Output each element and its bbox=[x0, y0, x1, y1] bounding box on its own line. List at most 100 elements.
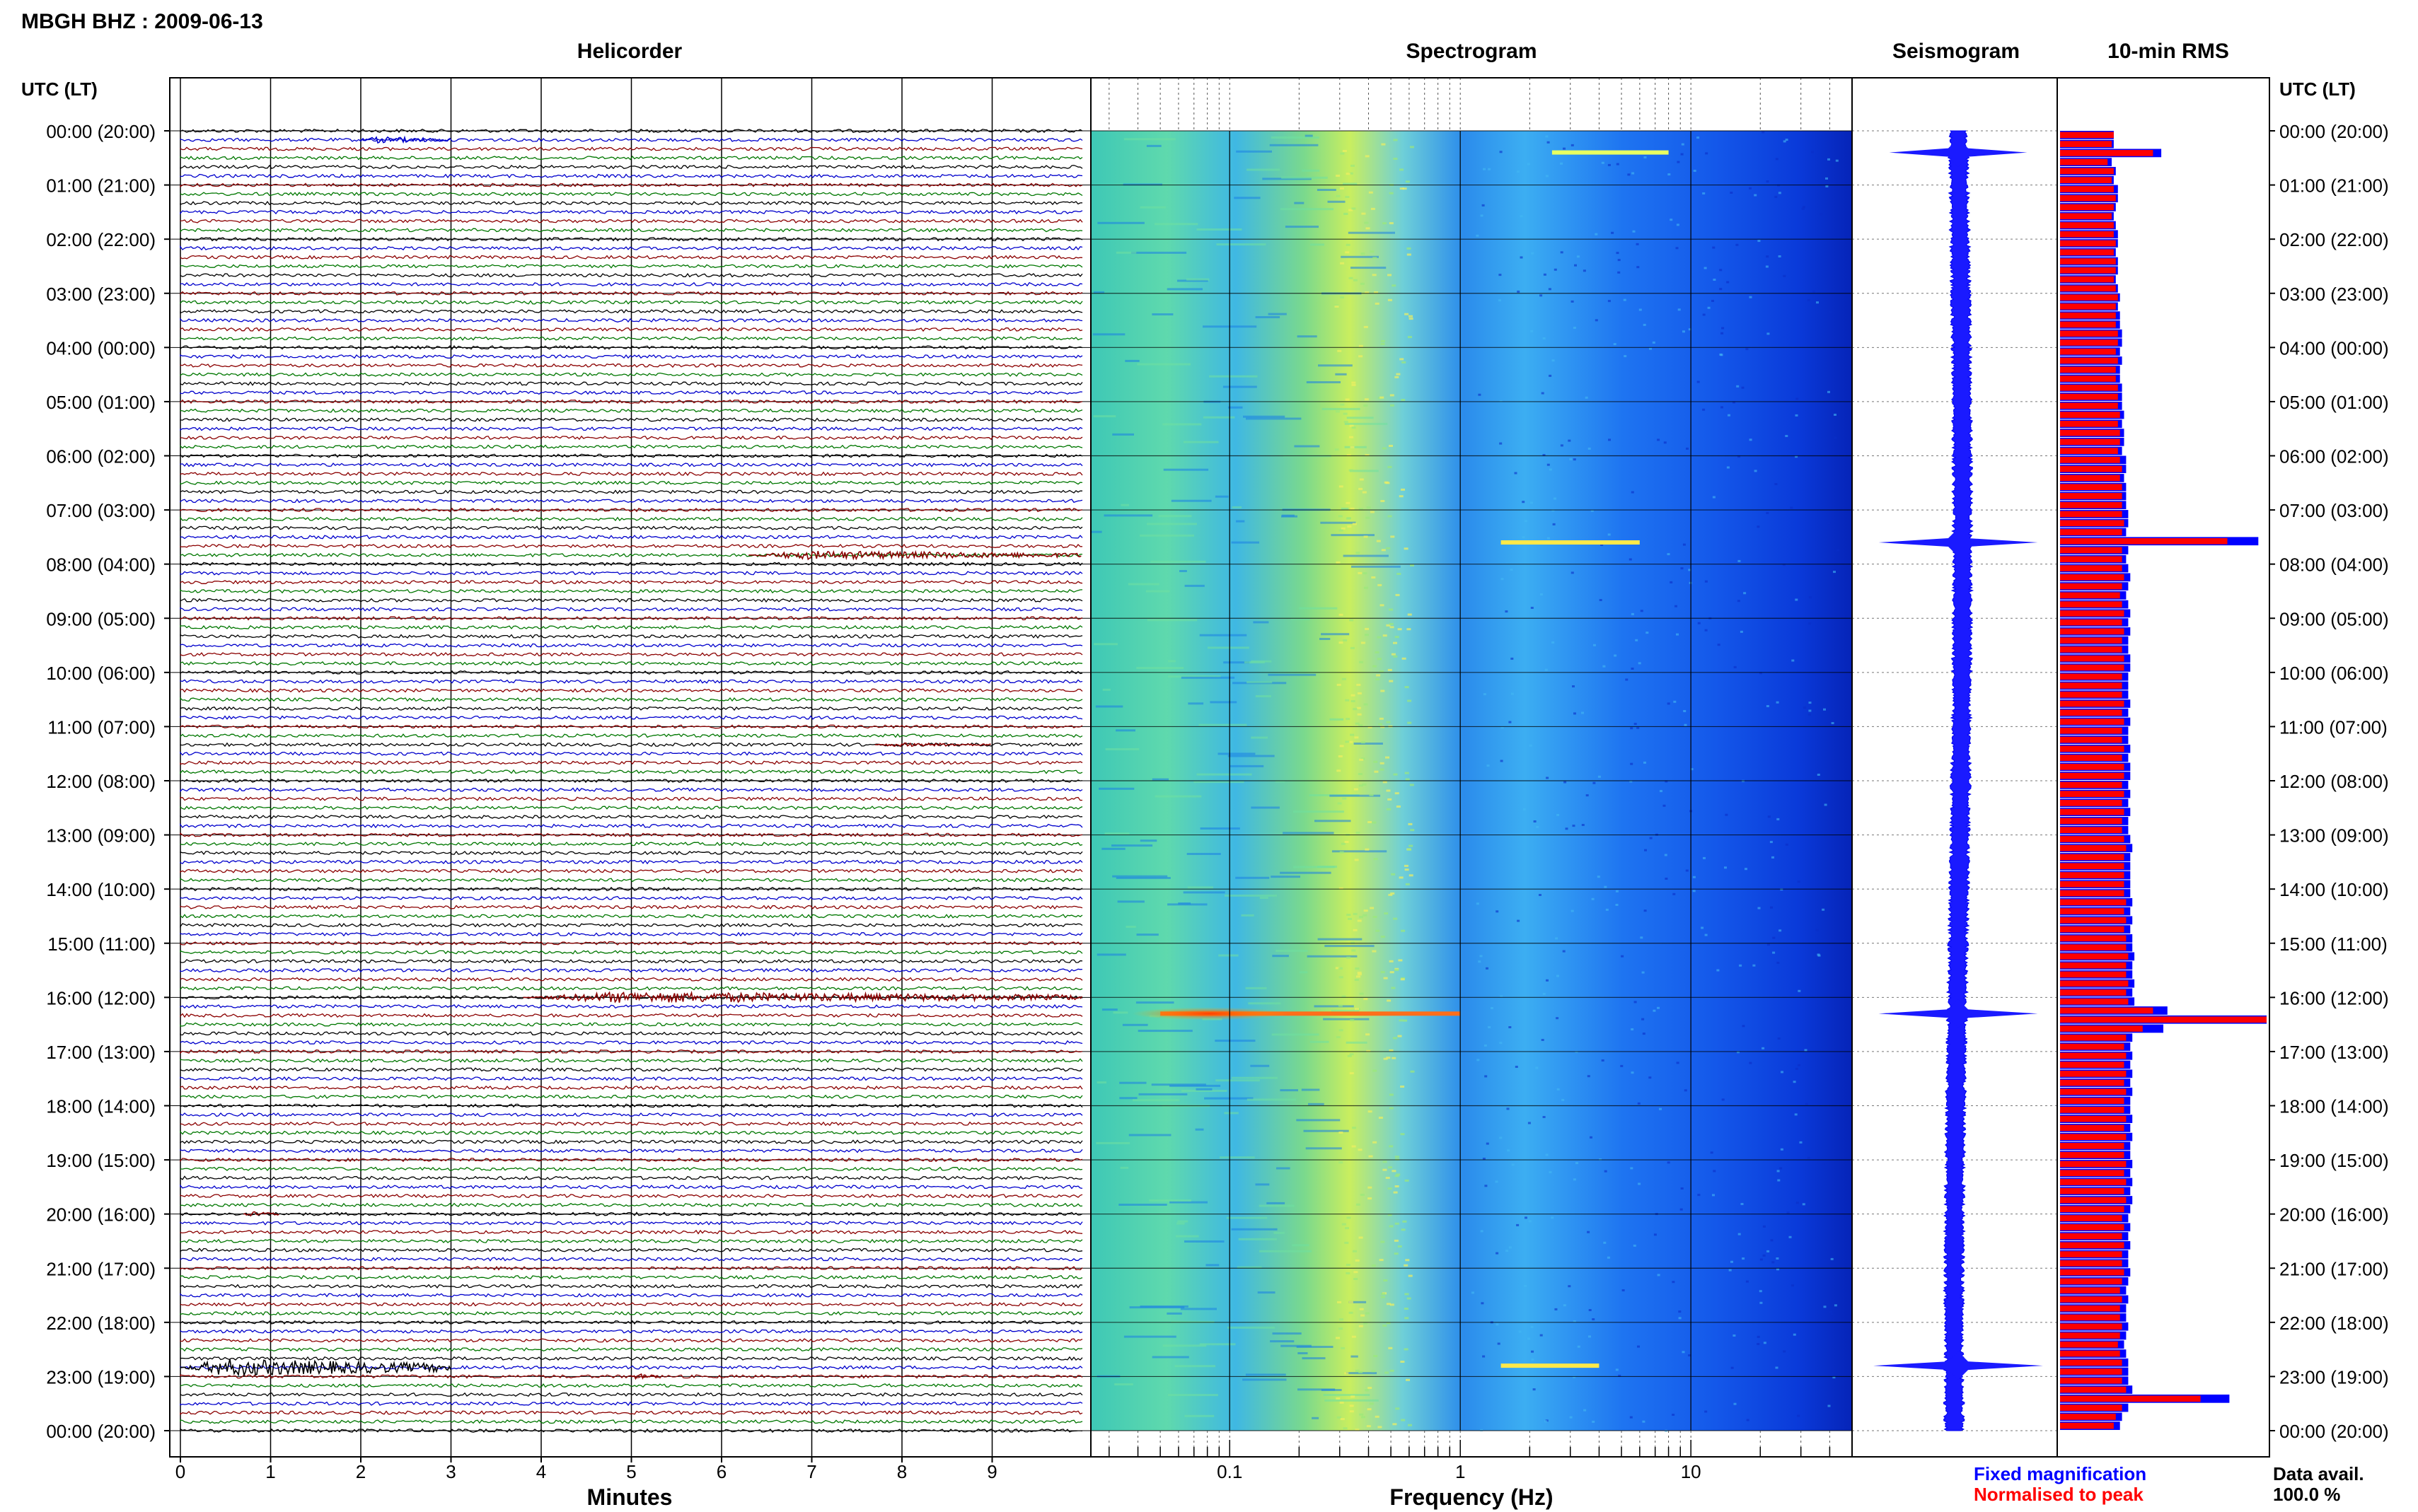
spectrogram-streak bbox=[1347, 1054, 1352, 1057]
spectrogram-streak bbox=[1657, 438, 1660, 441]
helicorder-trace bbox=[180, 634, 1083, 639]
spectrogram-streak bbox=[1693, 170, 1696, 172]
helicorder-trace bbox=[180, 272, 1083, 278]
helicorder-trace bbox=[180, 931, 1083, 937]
spectrogram-streak bbox=[1341, 678, 1346, 680]
spectrogram-streak bbox=[1097, 221, 1145, 224]
spectrogram-streak bbox=[1310, 243, 1324, 246]
spectrogram-streak bbox=[1389, 1369, 1394, 1372]
rms-bar-normalised bbox=[2060, 592, 2120, 599]
spectrogram-streak bbox=[1351, 207, 1356, 210]
spectrogram-streak bbox=[1500, 578, 1504, 581]
spectrogram-streak bbox=[1372, 1069, 1377, 1072]
spectrogram-streak bbox=[1193, 781, 1244, 784]
spectrogram-streak bbox=[1195, 1128, 1204, 1131]
time-tick-label: 18:00 (14:00) bbox=[2279, 1096, 2389, 1117]
spectrogram-streak bbox=[1366, 1425, 1371, 1428]
spectrogram-streak bbox=[1367, 1186, 1372, 1189]
helicorder-trace bbox=[180, 417, 1083, 422]
spectrogram-streak bbox=[1393, 641, 1397, 644]
rms-bar-normalised bbox=[2060, 1251, 2122, 1257]
spectrogram-streak bbox=[1665, 780, 1668, 783]
rms-bar-normalised bbox=[2060, 944, 2127, 950]
spectrogram-streak bbox=[1363, 909, 1368, 912]
time-tick-label: 09:00 (05:00) bbox=[2279, 608, 2389, 629]
rms-bar-normalised bbox=[2060, 1296, 2122, 1303]
spectrogram-streak bbox=[1786, 1211, 1790, 1214]
spectrogram-streak bbox=[1746, 1419, 1749, 1421]
spectrogram-streak bbox=[1346, 1216, 1351, 1219]
spectrogram-streak bbox=[1380, 971, 1385, 974]
spectrogram-streak bbox=[1704, 629, 1708, 632]
spectrogram-streak bbox=[1168, 660, 1176, 663]
rms-bar-normalised bbox=[2060, 673, 2122, 680]
spectrogram-streak bbox=[1354, 859, 1359, 861]
time-tick-label: 17:00 (13:00) bbox=[2279, 1042, 2389, 1063]
time-tick-label: 20:00 (16:00) bbox=[46, 1204, 156, 1226]
spectrogram-streak bbox=[1543, 273, 1546, 276]
spectrogram-streak bbox=[1531, 1359, 1534, 1361]
helicorder-trace bbox=[180, 228, 1083, 233]
spectrogram-streak bbox=[1137, 363, 1191, 366]
spectrogram-streak bbox=[1177, 1220, 1188, 1223]
spectrogram-streak bbox=[1104, 514, 1153, 517]
spectrogram-streak bbox=[1545, 135, 1549, 138]
spectrogram-streak bbox=[1394, 969, 1399, 972]
rms-bar-normalised bbox=[2060, 150, 2153, 156]
spectrogram-streak bbox=[1382, 634, 1387, 637]
spectrogram-streak bbox=[1830, 1313, 1834, 1315]
spectrogram-streak bbox=[1344, 1241, 1349, 1244]
spectrogram-streak bbox=[1245, 1373, 1286, 1376]
spectrogram-streak bbox=[1675, 247, 1679, 250]
time-axis-right: 00:00 (20:00)01:00 (21:00)02:00 (22:00)0… bbox=[2269, 121, 2389, 1442]
spectrogram-streak bbox=[1712, 246, 1716, 249]
spectrogram-streak bbox=[1825, 177, 1828, 180]
spectrogram-streak bbox=[1389, 1303, 1394, 1306]
spectrogram-streak bbox=[1389, 622, 1394, 625]
spectrogram-streak bbox=[1766, 255, 1769, 258]
spectrogram-streak bbox=[1390, 535, 1395, 538]
spectrogram-streak bbox=[1118, 1204, 1167, 1206]
spectrogram-streak bbox=[1831, 722, 1834, 724]
time-tick-label: 22:00 (18:00) bbox=[2279, 1313, 2389, 1334]
spectrogram-streak bbox=[1542, 992, 1546, 995]
spectrogram-streak bbox=[1529, 744, 1532, 747]
spectrogram-streak bbox=[1401, 1228, 1406, 1231]
spectrogram-streak bbox=[1234, 197, 1261, 199]
time-tick-label: 04:00 (00:00) bbox=[2279, 337, 2389, 359]
spectrogram-streak bbox=[1737, 1233, 1741, 1235]
spectrogram-streak bbox=[1360, 282, 1365, 285]
spectrogram-streak bbox=[1323, 1394, 1370, 1396]
rms-bar-normalised bbox=[2060, 1386, 2127, 1393]
spectrogram-streak bbox=[1358, 1371, 1363, 1373]
rms-bar-normalised bbox=[2060, 285, 2116, 292]
spectrogram-streak bbox=[1346, 718, 1350, 721]
spectrogram-streak bbox=[1359, 1308, 1364, 1310]
spectrogram-streak bbox=[1712, 1194, 1715, 1197]
spectrogram-streak bbox=[1522, 808, 1526, 810]
spectrogram-streak bbox=[1162, 423, 1202, 426]
spectrogram-streak bbox=[1733, 1402, 1737, 1405]
spectrogram-streak bbox=[1393, 773, 1398, 776]
spectrogram-streak bbox=[1379, 717, 1384, 720]
spectrogram-streak bbox=[1616, 163, 1619, 165]
rms-bar-normalised bbox=[2060, 736, 2122, 743]
spectrogram-streak bbox=[1342, 150, 1347, 152]
spectrogram-streak bbox=[1775, 1366, 1778, 1369]
spectrogram-streak bbox=[1275, 950, 1308, 952]
spectrogram-streak bbox=[1223, 661, 1250, 664]
rms-bar-normalised bbox=[2060, 493, 2122, 499]
spectrogram-streak bbox=[1737, 1051, 1740, 1054]
frequency-tick-label: 10 bbox=[1681, 1461, 1701, 1482]
spectrogram-streak bbox=[1338, 1327, 1343, 1330]
rms-bar-normalised bbox=[2060, 781, 2122, 789]
spectrogram-streak bbox=[1358, 1236, 1363, 1239]
helicorder-trace bbox=[180, 381, 1083, 386]
spectrogram-streak bbox=[1367, 821, 1372, 823]
spectrogram-streak bbox=[1382, 222, 1387, 225]
spectrogram-streak bbox=[1346, 1041, 1367, 1044]
spectrogram-streak bbox=[1728, 1269, 1732, 1272]
rms-bar-normalised bbox=[2060, 547, 2122, 554]
spectrogram-streak bbox=[1353, 929, 1358, 931]
spectrogram-streak bbox=[1702, 408, 1706, 411]
